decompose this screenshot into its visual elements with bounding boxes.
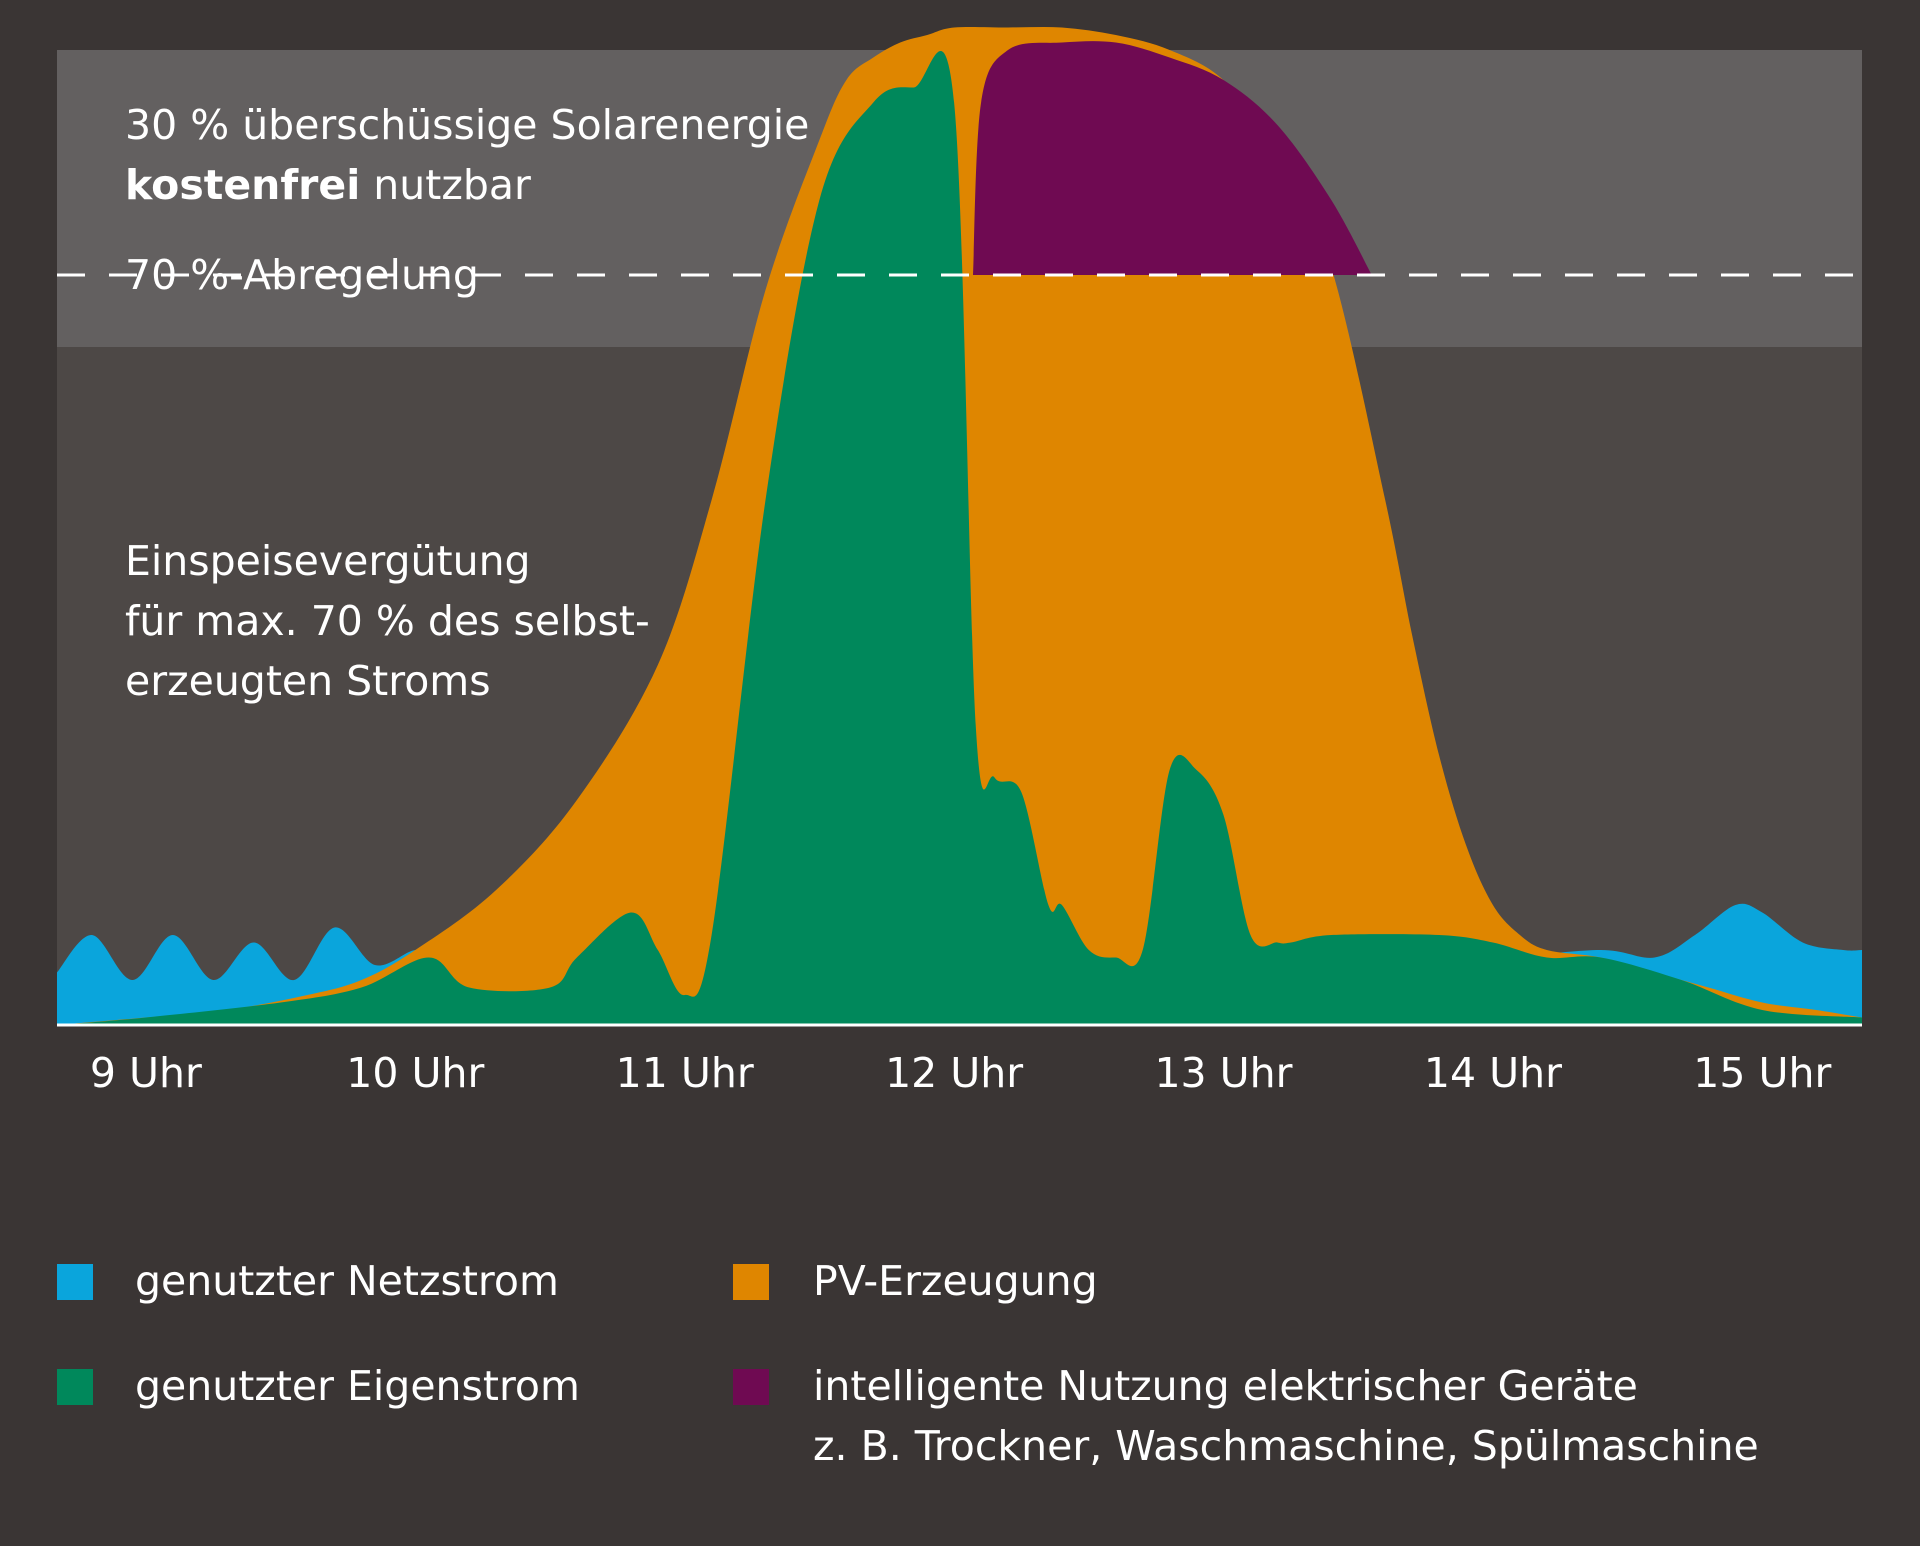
surplus-line1: 30 % überschüssige Solarenergie (125, 101, 810, 149)
x-tick-label: 10 Uhr (346, 1049, 485, 1097)
feedin-line2: für max. 70 % des selbst- (125, 597, 650, 645)
x-tick-label: 13 Uhr (1154, 1049, 1293, 1097)
x-tick-label: 15 Uhr (1693, 1049, 1832, 1097)
legend-label-self: genutzter Eigenstrom (135, 1362, 580, 1410)
surplus-rest: nutzbar (373, 161, 531, 209)
surplus-line2: kostenfrei nutzbar (125, 155, 809, 215)
legend-label-smart-2: z. B. Trockner, Waschmaschine, Spülmasch… (813, 1422, 1759, 1470)
legend-swatch-grid (57, 1264, 93, 1300)
feedin-line1: Einspeisevergütung (125, 537, 531, 585)
series-self-area (57, 51, 1862, 1026)
x-tick-label: 9 Uhr (89, 1049, 202, 1097)
series-smart-area (973, 41, 1372, 276)
feedin-line3: erzeugten Stroms (125, 657, 491, 705)
legend-label-smart-1: intelligente Nutzung elektrischer Geräte (813, 1362, 1638, 1410)
feedin-annotation: Einspeisevergütung für max. 70 % des sel… (125, 531, 650, 711)
legend-label-grid: genutzter Netzstrom (135, 1257, 559, 1305)
surplus-annotation: 30 % überschüssige Solarenergie kostenfr… (125, 95, 809, 215)
x-tick-label: 12 Uhr (885, 1049, 1024, 1097)
legend-label-pv: PV-Erzeugung (813, 1257, 1098, 1305)
surplus-bold: kostenfrei (125, 161, 361, 209)
legend-swatch-self (57, 1369, 93, 1405)
x-tick-label: 14 Uhr (1423, 1049, 1562, 1097)
legend-swatch-pv (733, 1264, 769, 1300)
x-tick-label: 11 Uhr (615, 1049, 754, 1097)
threshold-label: 70 %-Abregelung (125, 251, 479, 299)
legend-swatch-smart (733, 1369, 769, 1405)
